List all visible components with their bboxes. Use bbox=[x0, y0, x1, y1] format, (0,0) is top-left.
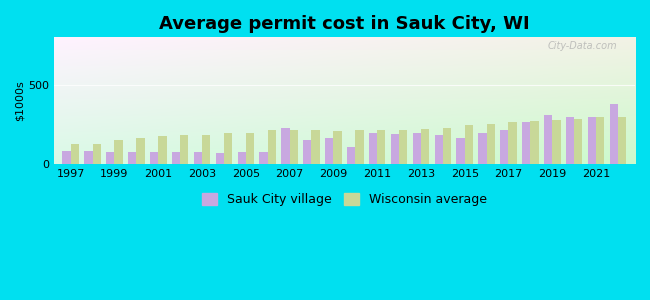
Bar bbox=[290, 130, 298, 164]
Bar bbox=[478, 133, 487, 164]
Bar bbox=[71, 144, 79, 164]
Bar bbox=[333, 131, 342, 164]
Bar bbox=[224, 133, 232, 164]
Bar bbox=[596, 117, 605, 164]
Bar bbox=[413, 133, 421, 164]
Bar bbox=[566, 117, 574, 164]
Bar bbox=[281, 128, 290, 164]
Bar bbox=[268, 130, 276, 164]
Bar bbox=[347, 147, 356, 164]
Bar bbox=[92, 144, 101, 164]
Bar bbox=[237, 152, 246, 164]
Bar bbox=[487, 124, 495, 164]
Bar bbox=[150, 152, 158, 164]
Bar bbox=[508, 122, 517, 164]
Bar bbox=[443, 128, 451, 164]
Bar bbox=[530, 122, 539, 164]
Bar bbox=[377, 130, 385, 164]
Bar bbox=[172, 152, 180, 164]
Bar bbox=[84, 151, 92, 164]
Bar bbox=[259, 152, 268, 164]
Bar bbox=[522, 122, 530, 164]
Legend: Sauk City village, Wisconsin average: Sauk City village, Wisconsin average bbox=[197, 188, 492, 211]
Bar bbox=[246, 133, 254, 164]
Bar bbox=[369, 133, 377, 164]
Bar bbox=[465, 125, 473, 164]
Bar bbox=[356, 130, 363, 164]
Bar bbox=[456, 138, 465, 164]
Bar bbox=[194, 152, 202, 164]
Bar bbox=[303, 140, 311, 164]
Text: City-Data.com: City-Data.com bbox=[548, 41, 617, 51]
Bar bbox=[500, 130, 508, 164]
Bar bbox=[544, 115, 552, 164]
Bar bbox=[114, 140, 123, 164]
Bar bbox=[62, 151, 71, 164]
Bar bbox=[325, 138, 333, 164]
Title: Average permit cost in Sauk City, WI: Average permit cost in Sauk City, WI bbox=[159, 15, 530, 33]
Bar bbox=[574, 119, 582, 164]
Bar bbox=[399, 130, 408, 164]
Bar bbox=[311, 130, 320, 164]
Bar bbox=[618, 117, 626, 164]
Bar bbox=[588, 117, 596, 164]
Bar bbox=[216, 153, 224, 164]
Bar bbox=[391, 134, 399, 164]
Bar bbox=[610, 104, 618, 164]
Bar bbox=[136, 138, 145, 164]
Bar bbox=[202, 135, 211, 164]
Bar bbox=[106, 152, 114, 164]
Bar bbox=[128, 152, 136, 164]
Bar bbox=[421, 129, 429, 164]
Bar bbox=[434, 135, 443, 164]
Y-axis label: $1000s: $1000s bbox=[15, 80, 25, 121]
Bar bbox=[180, 135, 188, 164]
Bar bbox=[552, 120, 560, 164]
Bar bbox=[158, 136, 166, 164]
